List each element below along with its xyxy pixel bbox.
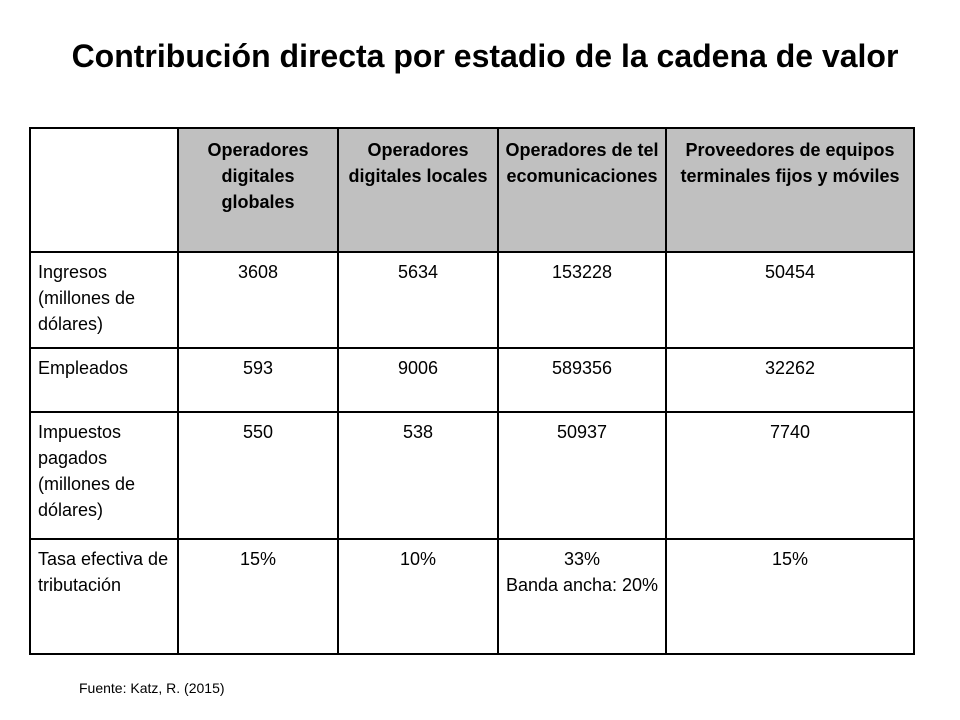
column-header-label: Operadores de telecomunicaciones	[505, 140, 659, 186]
table-cell: 153228	[497, 251, 667, 349]
table-cell: 10%	[337, 538, 499, 655]
column-header: Operadores digitales locales	[337, 127, 499, 253]
slide-title: Contribución directa por estadio de la c…	[71, 38, 899, 74]
column-header: Proveedores de equipos terminales fijos …	[665, 127, 915, 253]
cell-note: Banda ancha: 20%	[505, 575, 659, 595]
table-cell: 32262	[665, 347, 915, 413]
column-header-label: Operadores digitales locales	[348, 140, 488, 186]
table-cell: 9006	[337, 347, 499, 413]
table-cell: 50454	[665, 251, 915, 349]
table-cell: 589356	[497, 347, 667, 413]
cell-value: 33%	[563, 549, 601, 569]
table-corner-cell	[29, 127, 179, 253]
table-header-row: Operadores digitales globales Operadores…	[29, 127, 915, 253]
column-header-label: Operadores digitales globales	[207, 140, 309, 212]
column-header: Operadores digitales globales	[177, 127, 339, 253]
table-cell: 550	[177, 411, 339, 540]
row-header: Empleados	[29, 347, 179, 413]
column-header-label: Proveedores de equipos terminales fijos …	[680, 140, 900, 186]
row-header: Ingresos (millones de dólares)	[29, 251, 179, 349]
data-table: Operadores digitales globales Operadores…	[29, 127, 915, 655]
column-header: Operadores de telecomunicaciones	[497, 127, 667, 253]
table-cell: 15%	[665, 538, 915, 655]
table-cell: 7740	[665, 411, 915, 540]
table-cell: 50937	[497, 411, 667, 540]
table-cell: 593	[177, 347, 339, 413]
table-cell: 15%	[177, 538, 339, 655]
table-cell: 33% Banda ancha: 20%	[497, 538, 667, 655]
table-cell: 3608	[177, 251, 339, 349]
table-row: Tasa efectiva de tributación 15% 10% 33%…	[29, 538, 915, 655]
row-header: Tasa efectiva de tributación	[29, 538, 179, 655]
source-note: Fuente: Katz, R. (2015)	[79, 680, 225, 696]
table-row: Ingresos (millones de dólares) 3608 5634…	[29, 251, 915, 349]
table-cell: 538	[337, 411, 499, 540]
row-header: Impuestos pagados (millones de dólares)	[29, 411, 179, 540]
table-cell: 5634	[337, 251, 499, 349]
table-row: Empleados 593 9006 589356 32262	[29, 347, 915, 413]
table-row: Impuestos pagados (millones de dólares) …	[29, 411, 915, 540]
